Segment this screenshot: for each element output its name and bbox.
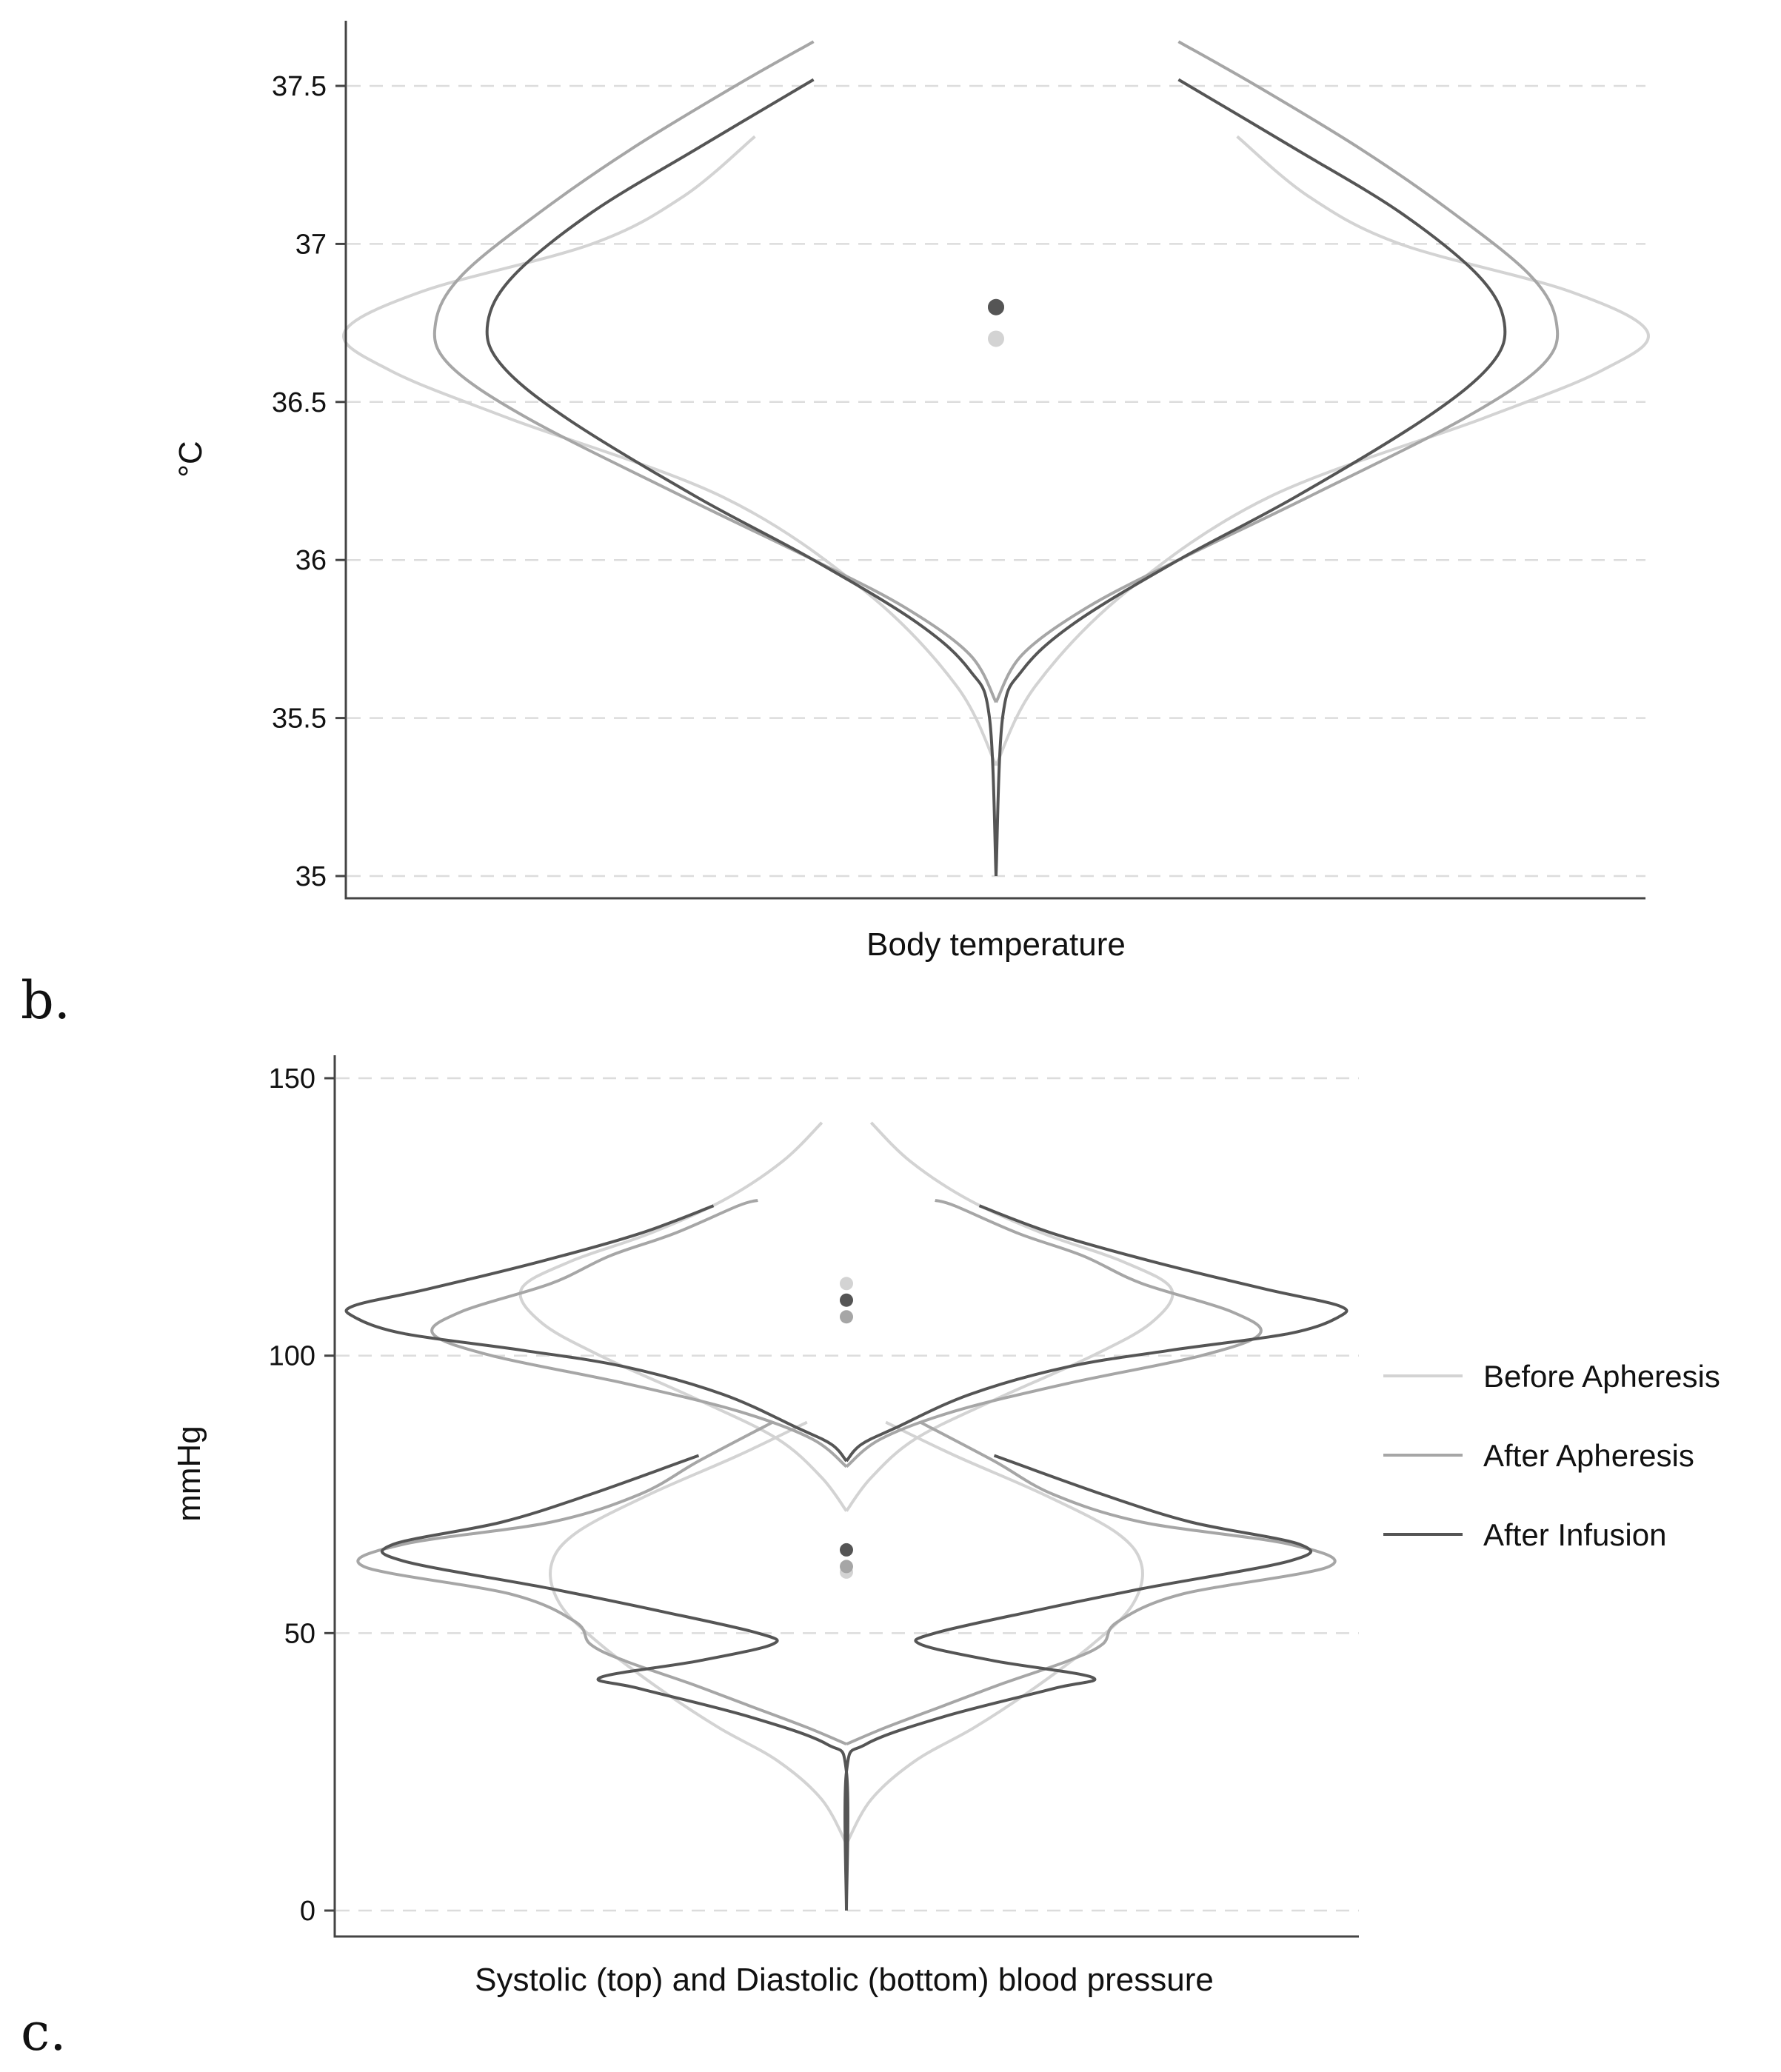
blood-pressure-median-after-apheresis-systolic <box>840 1310 853 1324</box>
legend-item-before-apheresis: Before Apheresis <box>1383 1359 1720 1394</box>
temperature-chart: 35 35.5 36 36.5 37 37.5 °C Body temperature <box>173 21 1651 963</box>
blood-pressure-y-tick-label: 0 <box>300 1896 315 1927</box>
temperature-x-axis-title: Body temperature <box>866 926 1126 963</box>
blood-pressure-median-before-systolic <box>840 1277 853 1291</box>
blood-pressure-violin-after-apheresis-systolic-left <box>430 1198 848 1468</box>
temperature-y-tick-label: 37.5 <box>272 71 327 102</box>
blood-pressure-median-after-infusion-systolic <box>840 1293 853 1307</box>
temperature-medians <box>988 298 1004 347</box>
legend-item-after-apheresis: After Apheresis <box>1383 1438 1694 1473</box>
temperature-axis-lines <box>344 21 1645 900</box>
blood-pressure-x-axis-title: Systolic (top) and Diastolic (bottom) bl… <box>475 1962 1214 1998</box>
temperature-y-axis-title: °C <box>173 441 209 477</box>
blood-pressure-violin-after-infusion-systolic-left <box>344 1204 848 1463</box>
temperature-median-before <box>988 330 1004 347</box>
temperature-y-tick-label: 35.5 <box>272 704 327 735</box>
temperature-violin-after-apheresis-left <box>432 40 998 704</box>
temperature-y-tick-label: 36.5 <box>272 387 327 418</box>
blood-pressure-y-axis-title: mmHg <box>171 1426 207 1522</box>
temperature-y-tick-label: 36 <box>295 545 327 576</box>
blood-pressure-violins <box>344 1121 1349 1911</box>
blood-pressure-y-tick-label: 150 <box>269 1063 315 1095</box>
blood-pressure-violin-after-infusion-systolic-right <box>845 1204 1349 1463</box>
legend-label-after-infusion: After Infusion <box>1483 1517 1666 1552</box>
legend-item-after-infusion: After Infusion <box>1383 1517 1666 1552</box>
blood-pressure-y-ticks: 0 50 100 150 <box>269 1063 335 1927</box>
panel-label-c: c. <box>21 2002 66 2062</box>
blood-pressure-violin-after-apheresis-diastolic-left <box>356 1420 847 1746</box>
temperature-violin-before-right <box>995 135 1651 766</box>
blood-pressure-y-tick-label: 100 <box>269 1341 315 1372</box>
blood-pressure-median-after-infusion-diastolic <box>840 1543 853 1557</box>
temperature-gridlines <box>347 84 1645 878</box>
blood-pressure-violin-after-apheresis-diastolic-right <box>846 1420 1337 1746</box>
blood-pressure-violin-after-infusion-diastolic-left <box>380 1454 849 1911</box>
temperature-y-tick-label: 37 <box>295 229 327 260</box>
temperature-violin-after-infusion-left <box>485 78 998 877</box>
blood-pressure-axis-lines <box>333 1055 1359 1938</box>
temperature-violin-after-apheresis-right <box>995 40 1560 704</box>
blood-pressure-violin-after-infusion-diastolic-right <box>843 1454 1313 1911</box>
temperature-median-after-infusion <box>988 298 1004 315</box>
temperature-y-ticks: 35 35.5 36 36.5 37 37.5 <box>272 71 346 892</box>
legend-label-after-apheresis: After Apheresis <box>1483 1438 1694 1473</box>
blood-pressure-violin-before-systolic-right <box>845 1121 1174 1512</box>
blood-pressure-y-tick-label: 50 <box>284 1618 315 1649</box>
legend: Before Apheresis After Apheresis After I… <box>1383 1359 1720 1552</box>
temperature-violin-before-left <box>341 135 998 766</box>
blood-pressure-violin-after-apheresis-systolic-right <box>845 1198 1263 1468</box>
panel-label-b: b. <box>21 970 70 1031</box>
blood-pressure-medians <box>840 1277 853 1579</box>
temperature-violin-after-infusion-right <box>995 78 1507 877</box>
legend-label-before-apheresis: Before Apheresis <box>1483 1359 1720 1394</box>
temperature-y-tick-label: 35 <box>295 861 327 892</box>
blood-pressure-violin-before-systolic-left <box>518 1121 848 1512</box>
temperature-violins <box>341 40 1651 877</box>
blood-pressure-median-after-apheresis-diastolic <box>840 1560 853 1574</box>
blood-pressure-chart: 0 50 100 150 mmHg Systolic (top) and Diasto… <box>171 1055 1359 1998</box>
